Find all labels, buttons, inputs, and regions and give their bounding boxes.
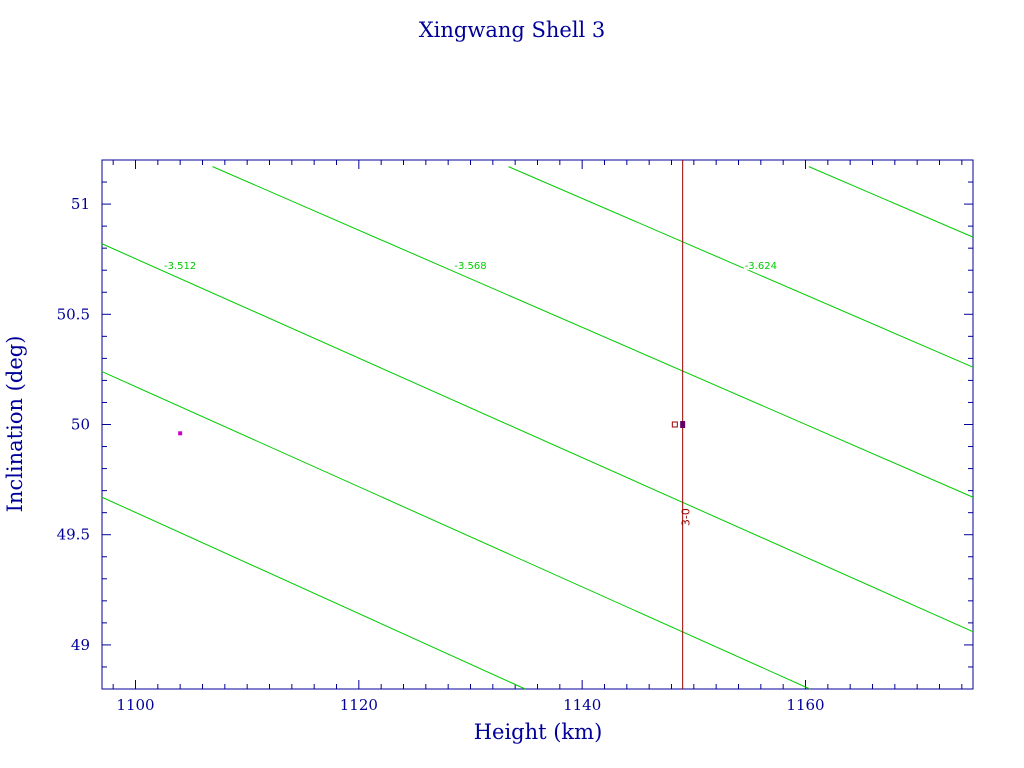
- contour-label-background: [163, 258, 198, 270]
- contour-line: [101, 496, 526, 690]
- x-tick-label: 1120: [340, 696, 378, 714]
- contour-line: [808, 166, 974, 238]
- contour-line: [508, 166, 974, 368]
- plot-frame: [101, 159, 974, 690]
- y-tick-label: 51: [71, 195, 90, 213]
- contour-line: [212, 166, 974, 498]
- y-axis-label: Inclination (deg): [3, 336, 27, 513]
- x-tick-label: 1100: [116, 696, 154, 714]
- contour-label: -3.512: [164, 261, 196, 272]
- x-tick-label: 1160: [786, 696, 824, 714]
- reference-line-label: 3-0: [679, 508, 692, 526]
- contour-line: [101, 371, 811, 690]
- x-tick-label: 1140: [563, 696, 601, 714]
- contour-line: [101, 243, 974, 633]
- plot-area: 1100 1120 1140 1160 49 49.5 50 50.5 51 -3.512 -3.5…: [57, 159, 974, 714]
- y-tick-label: 50: [71, 416, 90, 434]
- y-tick-label: 49.5: [57, 526, 90, 544]
- data-point-marker: [680, 421, 686, 428]
- contour-label-background: [743, 258, 778, 270]
- data-point: [178, 431, 183, 436]
- contour-label: -3.568: [454, 261, 486, 272]
- data-point-marker: [671, 421, 678, 428]
- contour-label: -3.624: [745, 261, 777, 272]
- y-tick-label: 49: [71, 636, 90, 654]
- x-axis-label: Height (km): [474, 720, 603, 744]
- chart-title: Xingwang Shell 3: [419, 18, 606, 42]
- contour-label-background: [453, 258, 488, 270]
- y-tick-label: 50.5: [57, 305, 90, 323]
